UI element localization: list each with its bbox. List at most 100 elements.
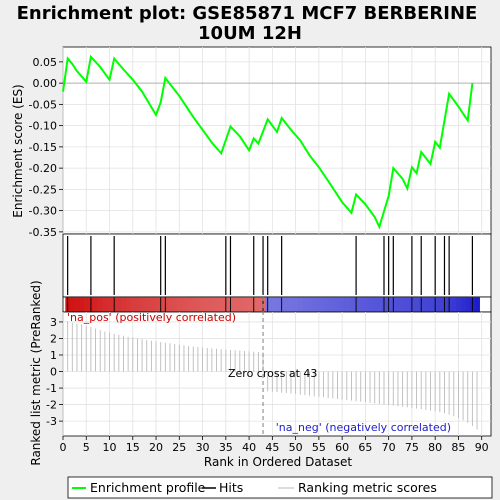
color-bar-cell xyxy=(102,297,108,312)
color-bar-cell xyxy=(293,297,299,312)
color-bar-cell xyxy=(344,297,350,312)
color-bar-cell xyxy=(172,297,178,312)
color-bar-cell xyxy=(246,297,253,312)
color-bar-cell xyxy=(190,297,197,312)
color-bar-cell xyxy=(274,297,280,312)
x-tick-label: 0 xyxy=(60,441,67,454)
color-bar-cell xyxy=(125,297,132,312)
rank-y-axis-label: Ranked list metric (PreRanked) xyxy=(29,280,43,465)
color-bar-cell xyxy=(363,297,369,312)
x-tick-label: 30 xyxy=(196,441,210,454)
color-bar-cell xyxy=(325,297,332,312)
color-bar-cell xyxy=(200,297,206,312)
legend-label-hits: Hits xyxy=(219,480,243,495)
x-tick-label: 40 xyxy=(242,441,256,454)
x-ticks: 0 5 10 15 20 25 30 35 40 45 50 55 60 65 70 75 80 85 90 xyxy=(60,436,489,454)
hit-marks xyxy=(67,236,473,312)
color-bar-cell xyxy=(414,297,420,312)
color-bar xyxy=(65,297,480,312)
color-bar-cell xyxy=(195,297,201,312)
color-bar-cell xyxy=(297,297,304,312)
rank-tick-label: 2 xyxy=(50,332,57,345)
chart-title-line2: 10UM 12H xyxy=(198,23,302,44)
color-bar-cell xyxy=(93,297,99,312)
zero-cross-label: Zero cross at 43 xyxy=(228,367,317,380)
es-tick-label: -0.30 xyxy=(29,205,57,218)
color-bar-cell xyxy=(237,297,243,312)
color-bar-cell xyxy=(474,297,480,312)
x-tick-label: 85 xyxy=(451,441,465,454)
color-bar-cell xyxy=(451,297,457,312)
rank-tick-label: 1 xyxy=(50,349,57,362)
hits-panel xyxy=(62,233,492,298)
color-bar-cell xyxy=(176,297,183,312)
x-tick-label: 75 xyxy=(405,441,419,454)
color-bar-cell xyxy=(209,297,215,312)
x-tick-label: 20 xyxy=(149,441,163,454)
color-bar-cell xyxy=(460,297,467,312)
x-tick-label: 25 xyxy=(172,441,186,454)
rank-grid xyxy=(62,312,491,436)
color-bar-cell xyxy=(302,297,308,312)
color-bar-cell xyxy=(74,297,80,312)
es-tick-label: -0.10 xyxy=(29,120,57,133)
x-axis-label: Rank in Ordered Dataset xyxy=(204,455,352,469)
es-y-axis-label: Enrichment score (ES) xyxy=(11,84,25,217)
rank-tick-label: 3 xyxy=(50,316,57,329)
color-bar-cell xyxy=(311,297,318,312)
x-tick-label: 10 xyxy=(103,441,117,454)
es-tick-label: 0.05 xyxy=(33,56,58,69)
color-bar-cell xyxy=(372,297,378,312)
x-tick-label: 70 xyxy=(382,441,396,454)
es-y-ticks: 0.05 0.00 -0.05 -0.10 -0.15 -0.20 -0.25 -0.30 -0… xyxy=(29,56,63,239)
rank-tick-label: -1 xyxy=(46,382,57,395)
color-bar-cell xyxy=(232,297,239,312)
color-bar-cell xyxy=(256,297,262,312)
es-panel xyxy=(62,46,492,235)
x-tick-label: 55 xyxy=(312,441,326,454)
es-tick-label: -0.35 xyxy=(29,226,57,239)
enrichment-profile-line xyxy=(62,54,474,230)
x-tick-label: 50 xyxy=(289,441,303,454)
color-bar-cell xyxy=(107,297,113,312)
rank-y-ticks: 3 2 1 0 -1 -2 -3 xyxy=(46,316,63,428)
color-bar-cell xyxy=(121,297,127,312)
color-bar-cell xyxy=(116,297,122,312)
color-bar-cell xyxy=(367,297,373,312)
x-tick-label: 60 xyxy=(335,441,349,454)
x-tick-label: 45 xyxy=(265,441,279,454)
es-tick-label: -0.15 xyxy=(29,141,57,154)
color-bar-cell xyxy=(349,297,355,312)
color-bar-cell xyxy=(437,297,443,312)
es-tick-label: -0.05 xyxy=(29,98,57,111)
chart-title-line1: Enrichment plot: GSE85871 MCF7 BERBERINE xyxy=(17,3,478,24)
negative-correlated-label: 'na_neg' (negatively correlated) xyxy=(276,421,451,434)
color-bar-cell xyxy=(130,297,136,312)
legend-label-ranking: Ranking metric scores xyxy=(298,480,437,495)
x-tick-label: 35 xyxy=(219,441,233,454)
color-bar-cell xyxy=(428,297,434,312)
color-bar-cell xyxy=(283,297,290,312)
color-bar-cell xyxy=(167,297,173,312)
color-bar-cell xyxy=(377,297,383,312)
color-bar-cell xyxy=(214,297,220,312)
color-bar-cell xyxy=(400,297,406,312)
color-bar-cell xyxy=(395,297,401,312)
x-tick-label: 80 xyxy=(428,441,442,454)
color-bar-cell xyxy=(181,297,187,312)
color-bar-cell xyxy=(270,297,276,312)
color-bar-cell xyxy=(307,297,313,312)
color-bar-cell xyxy=(456,297,462,312)
color-bar-cell xyxy=(153,297,159,312)
es-tick-label: 0.00 xyxy=(33,77,58,90)
rank-tick-label: 0 xyxy=(50,366,57,379)
color-bar-cell xyxy=(135,297,141,312)
color-bar-cell xyxy=(144,297,150,312)
color-bar-cell xyxy=(339,297,346,312)
x-tick-label: 90 xyxy=(475,441,489,454)
color-bar-cell xyxy=(242,297,248,312)
color-bar-cell xyxy=(335,297,341,312)
positive-correlated-label: 'na_pos' (positively correlated) xyxy=(67,311,236,324)
